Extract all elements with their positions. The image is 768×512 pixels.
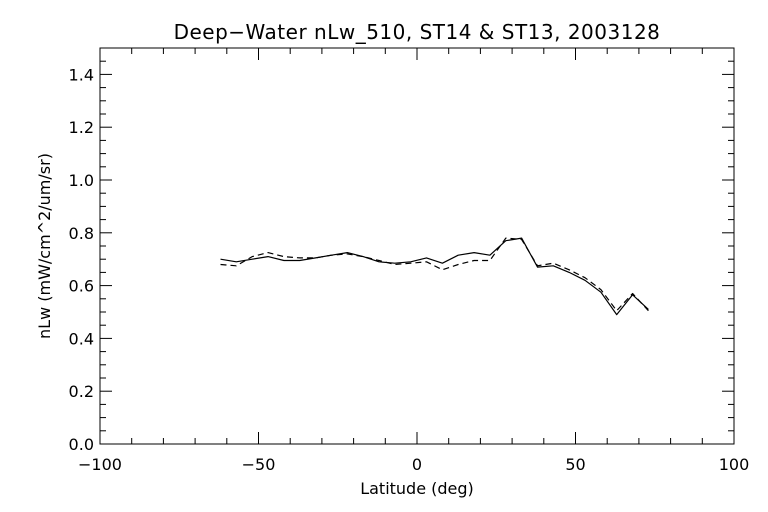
x-tick-label: 50	[565, 455, 585, 474]
series-line-solid	[220, 237, 649, 316]
y-axis-label: nLw (mW/cm^2/um/sr)	[35, 153, 54, 339]
x-tick-label: 0	[412, 455, 422, 474]
y-tick-label: 1.4	[69, 65, 94, 84]
y-tick-label: 1.2	[69, 118, 94, 137]
x-tick-label: −100	[78, 455, 122, 474]
y-tick-label: 0.6	[69, 277, 94, 296]
y-tick-label: 0.4	[69, 329, 94, 348]
x-axis-label: Latitude (deg)	[360, 479, 474, 498]
axis-ticks	[99, 48, 735, 445]
series-layer	[220, 237, 649, 316]
y-tick-label: 0.8	[69, 224, 94, 243]
x-tick-label: 100	[719, 455, 750, 474]
chart-title: Deep−Water nLw_510, ST14 & ST13, 2003128	[174, 20, 661, 44]
y-tick-label: 1.0	[69, 171, 94, 190]
x-tick-labels: −100 −50 0 50 100	[78, 455, 749, 474]
y-tick-label: 0.0	[69, 435, 94, 454]
y-tick-label: 0.2	[69, 382, 94, 401]
plot-frame	[99, 47, 735, 445]
y-tick-labels: 0.0 0.2 0.4 0.6 0.8 1.0 1.2 1.4	[69, 65, 94, 454]
series-line-dashed	[220, 237, 649, 312]
x-tick-label: −50	[242, 455, 276, 474]
